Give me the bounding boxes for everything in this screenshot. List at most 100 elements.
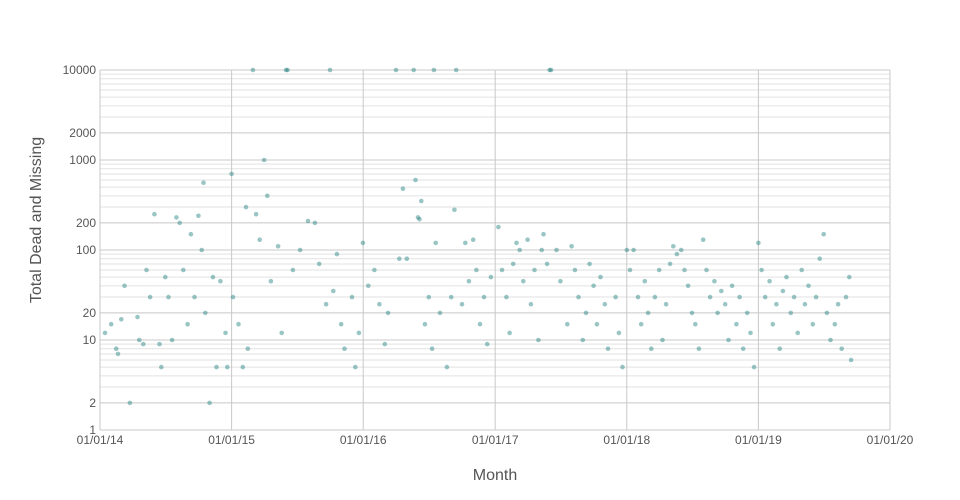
data-point (181, 267, 186, 273)
data-point (201, 180, 206, 185)
data-point (744, 310, 750, 316)
data-point (715, 310, 720, 316)
data-point (594, 321, 600, 327)
data-point (385, 310, 391, 316)
data-point (488, 274, 494, 280)
data-point (839, 346, 844, 352)
data-point (477, 321, 483, 327)
data-point (334, 251, 340, 257)
data-point (525, 237, 530, 242)
data-point (719, 288, 724, 294)
data-point (638, 321, 644, 327)
data-point (616, 330, 622, 336)
data-point (159, 364, 164, 370)
data-point (253, 211, 259, 217)
data-points (102, 67, 854, 406)
data-point (452, 207, 457, 213)
data-point (218, 278, 223, 284)
x-axis-title: Month (473, 467, 517, 484)
data-point (598, 274, 603, 280)
x-tick-label: 01/01/17 (472, 433, 519, 447)
data-point (323, 301, 329, 307)
data-point (591, 283, 596, 289)
data-point (784, 274, 789, 280)
data-point (196, 213, 201, 219)
data-point (453, 67, 459, 73)
data-point (576, 294, 581, 300)
y-axis-title: Total Dead and Missing (28, 137, 45, 303)
data-point (835, 301, 841, 307)
data-point (635, 294, 641, 300)
data-point (411, 67, 417, 73)
data-point (712, 278, 717, 284)
data-point (413, 177, 418, 183)
data-point (767, 278, 772, 284)
data-point (762, 294, 768, 300)
data-point (748, 330, 753, 336)
data-point (726, 337, 731, 343)
data-point (756, 240, 761, 246)
data-point (214, 364, 219, 370)
data-point (583, 310, 589, 316)
data-point (283, 67, 289, 73)
data-point (645, 310, 651, 316)
data-point (548, 67, 554, 73)
data-point (245, 346, 251, 352)
data-point (223, 330, 228, 336)
data-point (203, 310, 208, 316)
data-point (544, 261, 550, 267)
data-point (265, 193, 270, 199)
data-point (547, 67, 552, 73)
y-tick-label: 1 (89, 423, 96, 437)
data-point (521, 278, 526, 284)
data-point (496, 224, 501, 230)
data-point (185, 321, 190, 327)
data-point (470, 237, 476, 242)
data-point (290, 267, 296, 273)
data-point (199, 247, 204, 253)
data-point (108, 321, 114, 327)
data-point (431, 67, 437, 73)
data-point (152, 211, 157, 217)
data-point (843, 294, 849, 300)
data-point (656, 267, 662, 273)
grid (99, 69, 891, 431)
data-point (806, 283, 811, 289)
data-point (448, 294, 454, 300)
data-point (285, 67, 290, 73)
y-tick-label: 1000 (69, 153, 96, 167)
data-point (174, 215, 179, 220)
data-point (780, 288, 786, 294)
data-point (517, 247, 522, 253)
data-point (437, 310, 443, 316)
data-point (147, 294, 153, 300)
data-point (832, 321, 838, 327)
data-point (466, 278, 472, 284)
data-point (166, 294, 171, 300)
data-point (356, 330, 362, 336)
data-point (821, 231, 826, 237)
data-point (587, 261, 592, 267)
data-point (848, 357, 854, 363)
data-point (704, 267, 709, 273)
data-point (338, 321, 344, 327)
data-point (429, 346, 435, 352)
data-point (707, 294, 713, 300)
data-point (507, 330, 512, 336)
x-tick-label: 01/01/16 (340, 433, 387, 447)
data-point (229, 171, 234, 177)
data-point (510, 261, 516, 267)
data-point (565, 321, 570, 327)
data-point (620, 364, 625, 370)
data-point (759, 267, 764, 273)
data-point (569, 244, 574, 249)
data-point (230, 294, 236, 300)
data-point (426, 294, 432, 300)
data-point (667, 261, 673, 267)
x-tick-label: 01/01/19 (735, 433, 782, 447)
data-point (297, 247, 303, 253)
data-point (157, 341, 162, 347)
data-point (377, 301, 382, 307)
data-point (541, 231, 546, 237)
